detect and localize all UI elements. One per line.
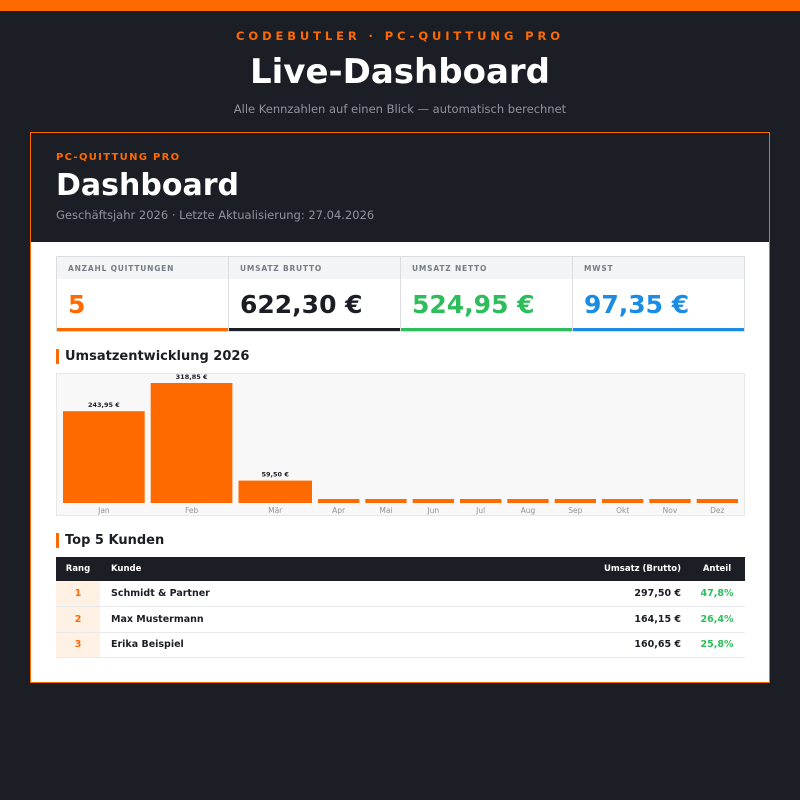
- dashboard-kicker: PC-QUITTUNG PRO: [56, 152, 181, 163]
- column-header-share: Anteil: [689, 557, 745, 581]
- bar-jan[interactable]: [63, 411, 145, 503]
- chart-section-title: Umsatzentwicklung 2026: [56, 349, 249, 364]
- customer-name-cell: Schmidt & Partner: [100, 581, 549, 607]
- revenue-chart-svg: 243,95 € Jan 318,85 € Feb 59,50 € Mär Apr Mai Ju…: [63, 374, 738, 515]
- bar-aug[interactable]: [507, 499, 549, 503]
- kpi-card-vat: MWST 97,35 €: [573, 257, 744, 331]
- dashboard-subtitle: Geschäftsjahr 2026 · Letzte Aktualisieru…: [56, 208, 375, 222]
- kpi-label: ANZAHL QUITTUNGEN: [57, 257, 228, 279]
- revenue-cell: 297,50 €: [549, 581, 689, 607]
- column-header-revenue: Umsatz (Brutto): [549, 557, 689, 581]
- table-row[interactable]: 1 Schmidt & Partner 297,50 € 47,8%: [56, 581, 745, 607]
- revenue-cell: 164,15 €: [549, 606, 689, 633]
- kpi-value: 5: [68, 290, 86, 319]
- dashboard-header: PC-QUITTUNG PRO Dashboard Geschäftsjahr …: [31, 133, 769, 242]
- bar-mai[interactable]: [365, 499, 407, 503]
- page-header: CODEBUTLER · PC-QUITTUNG PRO Live-Dashbo…: [0, 27, 800, 118]
- bar-mär[interactable]: [238, 480, 313, 503]
- kpi-label: UMSATZ BRUTTO: [229, 257, 400, 279]
- share-cell: 47,8%: [689, 581, 745, 607]
- x-tick-label: Jan: [97, 506, 110, 515]
- column-header-customer: Kunde: [100, 557, 549, 581]
- x-tick-label: Apr: [332, 506, 346, 515]
- page-title: Live-Dashboard: [249, 52, 550, 92]
- table-header-row: Rang Kunde Umsatz (Brutto) Anteil: [56, 557, 745, 581]
- kpi-value: 622,30 €: [240, 290, 363, 319]
- share-cell: 26,4%: [689, 606, 745, 633]
- dashboard-card: PC-QUITTUNG PRO Dashboard Geschäftsjahr …: [30, 132, 770, 683]
- table-row[interactable]: 2 Max Mustermann 164,15 € 26,4%: [56, 606, 745, 633]
- x-tick-label: Jul: [475, 506, 485, 515]
- kpi-card-gross: UMSATZ BRUTTO 622,30 €: [229, 257, 401, 331]
- x-tick-label: Sep: [568, 506, 582, 515]
- dashboard-title: Dashboard: [56, 168, 239, 203]
- page-subtitle: Alle Kennzahlen auf einen Blick — automa…: [233, 102, 567, 116]
- x-tick-label: Mai: [379, 506, 392, 515]
- kpi-accent-line: [57, 328, 228, 331]
- bar-apr[interactable]: [318, 499, 360, 503]
- rank-cell: 3: [56, 632, 100, 658]
- kpi-value: 97,35 €: [584, 290, 690, 319]
- kpi-card-count: ANZAHL QUITTUNGEN 5: [57, 257, 229, 331]
- x-tick-label: Feb: [185, 506, 199, 515]
- brand-label: CODEBUTLER · PC-QUITTUNG PRO: [236, 29, 564, 43]
- x-tick-label: Mär: [268, 506, 283, 515]
- bar-value-label: 243,95 €: [88, 401, 120, 409]
- revenue-cell: 160,65 €: [549, 632, 689, 658]
- kpi-value: 524,95 €: [412, 290, 535, 319]
- bar-jun[interactable]: [412, 499, 454, 503]
- x-tick-label: Okt: [616, 506, 629, 515]
- x-tick-label: Aug: [521, 506, 536, 515]
- customer-name-cell: Max Mustermann: [100, 606, 549, 633]
- rank-cell: 2: [56, 606, 100, 633]
- bar-nov[interactable]: [649, 499, 691, 503]
- customers-section-title: Top 5 Kunden: [56, 533, 164, 548]
- kpi-card-net: UMSATZ NETTO 524,95 €: [401, 257, 573, 331]
- kpi-row: ANZAHL QUITTUNGEN 5 UMSATZ BRUTTO 622,30…: [56, 256, 745, 332]
- bar-okt[interactable]: [602, 499, 644, 503]
- customer-name-cell: Erika Beispiel: [100, 632, 549, 658]
- revenue-chart: 243,95 € Jan 318,85 € Feb 59,50 € Mär Apr Mai Ju…: [56, 373, 745, 516]
- x-tick-label: Jun: [426, 506, 439, 515]
- rank-cell: 1: [56, 581, 100, 607]
- kpi-accent-line: [573, 328, 744, 331]
- bar-value-label: 59,50 €: [262, 471, 290, 479]
- kpi-label: MWST: [573, 257, 744, 279]
- table-row[interactable]: 3 Erika Beispiel 160,65 € 25,8%: [56, 632, 745, 658]
- bar-sep[interactable]: [554, 499, 596, 503]
- share-cell: 25,8%: [689, 632, 745, 658]
- top-accent-bar: [0, 0, 800, 11]
- bar-dez[interactable]: [696, 499, 738, 503]
- kpi-label: UMSATZ NETTO: [401, 257, 572, 279]
- bar-jul[interactable]: [460, 499, 502, 503]
- kpi-accent-line: [401, 328, 572, 331]
- bar-value-label: 318,85 €: [176, 374, 208, 381]
- column-header-rank: Rang: [56, 557, 100, 581]
- top-customers-table: Rang Kunde Umsatz (Brutto) Anteil 1 Schm…: [56, 557, 745, 658]
- bar-feb[interactable]: [150, 383, 233, 503]
- kpi-accent-line: [229, 328, 400, 331]
- x-tick-label: Dez: [710, 506, 724, 515]
- x-tick-label: Nov: [663, 506, 678, 515]
